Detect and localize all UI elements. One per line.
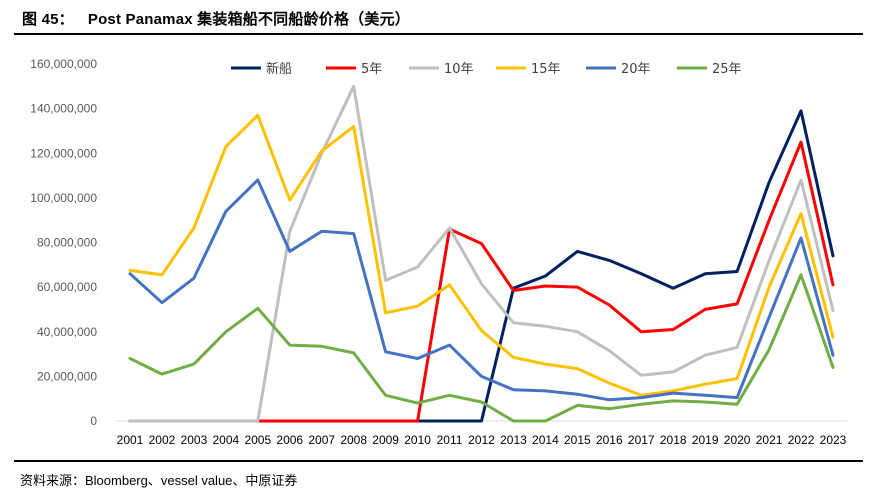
x-tick-label: 2017 bbox=[628, 433, 655, 447]
y-tick-label: 60,000,000 bbox=[37, 280, 97, 294]
x-tick-label: 2023 bbox=[820, 433, 847, 447]
series-lines bbox=[128, 84, 835, 423]
x-tick-label: 2019 bbox=[692, 433, 719, 447]
series-line-4 bbox=[128, 178, 835, 402]
x-tick-label: 2006 bbox=[276, 433, 303, 447]
x-tick-label: 2001 bbox=[117, 433, 144, 447]
source-note: 资料来源：Bloomberg、vessel value、中原证券 bbox=[20, 473, 298, 488]
y-tick-label: 140,000,000 bbox=[30, 102, 97, 116]
x-tick-label: 2011 bbox=[437, 433, 463, 447]
x-tick-label: 2020 bbox=[724, 433, 751, 447]
y-tick-label: 160,000,000 bbox=[30, 57, 97, 71]
y-tick-label: 80,000,000 bbox=[37, 236, 97, 250]
chart-title: 图 45： Post Panamax 集装箱船不同船龄价格（美元） bbox=[22, 8, 410, 29]
x-tick-label: 2003 bbox=[181, 433, 208, 447]
series-line-3 bbox=[128, 113, 835, 397]
x-tick-label: 2007 bbox=[308, 433, 335, 447]
top-rule bbox=[14, 33, 863, 35]
x-tick-label: 2010 bbox=[404, 433, 431, 447]
x-tick-label: 2012 bbox=[468, 433, 495, 447]
bottom-rule bbox=[14, 460, 863, 462]
x-tick-label: 2022 bbox=[788, 433, 815, 447]
x-tick-label: 2013 bbox=[500, 433, 527, 447]
y-tick-label: 20,000,000 bbox=[37, 369, 97, 383]
y-tick-label: 100,000,000 bbox=[30, 191, 97, 205]
legend-label: 新船 bbox=[266, 61, 292, 77]
x-tick-label: 2008 bbox=[340, 433, 367, 447]
y-tick-label: 0 bbox=[90, 414, 97, 428]
figure-label: 图 45： bbox=[22, 11, 74, 28]
legend: 新船 5年 10年 15年 20年 25年 bbox=[231, 61, 742, 77]
x-tick-label: 2018 bbox=[660, 433, 687, 447]
legend-label: 15年 bbox=[531, 62, 561, 77]
x-tick-label: 2005 bbox=[244, 433, 271, 447]
x-tick-label: 2015 bbox=[564, 433, 591, 447]
x-tick-label: 2002 bbox=[149, 433, 176, 447]
x-axis: 2001 2002 2003 2004 2005 2006 2007 2008 2009 2010… bbox=[117, 433, 847, 447]
x-tick-label: 2016 bbox=[596, 433, 623, 447]
x-tick-label: 2014 bbox=[532, 433, 559, 447]
figure-title: Post Panamax 集装箱船不同船龄价格（美元） bbox=[87, 11, 410, 28]
legend-label: 25年 bbox=[712, 62, 742, 77]
y-tick-label: 40,000,000 bbox=[37, 325, 97, 339]
x-tick-label: 2009 bbox=[372, 433, 399, 447]
x-tick-label: 2021 bbox=[756, 433, 783, 447]
legend-label: 20年 bbox=[621, 62, 651, 77]
x-tick-label: 2004 bbox=[213, 433, 240, 447]
legend-label: 5年 bbox=[361, 62, 382, 77]
series-line-2 bbox=[128, 84, 835, 423]
legend-label: 10年 bbox=[444, 62, 474, 77]
y-tick-label: 120,000,000 bbox=[30, 146, 97, 160]
series-line-5 bbox=[128, 273, 835, 423]
y-axis: 0 20,000,000 40,000,000 60,000,000 80,000,00… bbox=[30, 57, 97, 428]
